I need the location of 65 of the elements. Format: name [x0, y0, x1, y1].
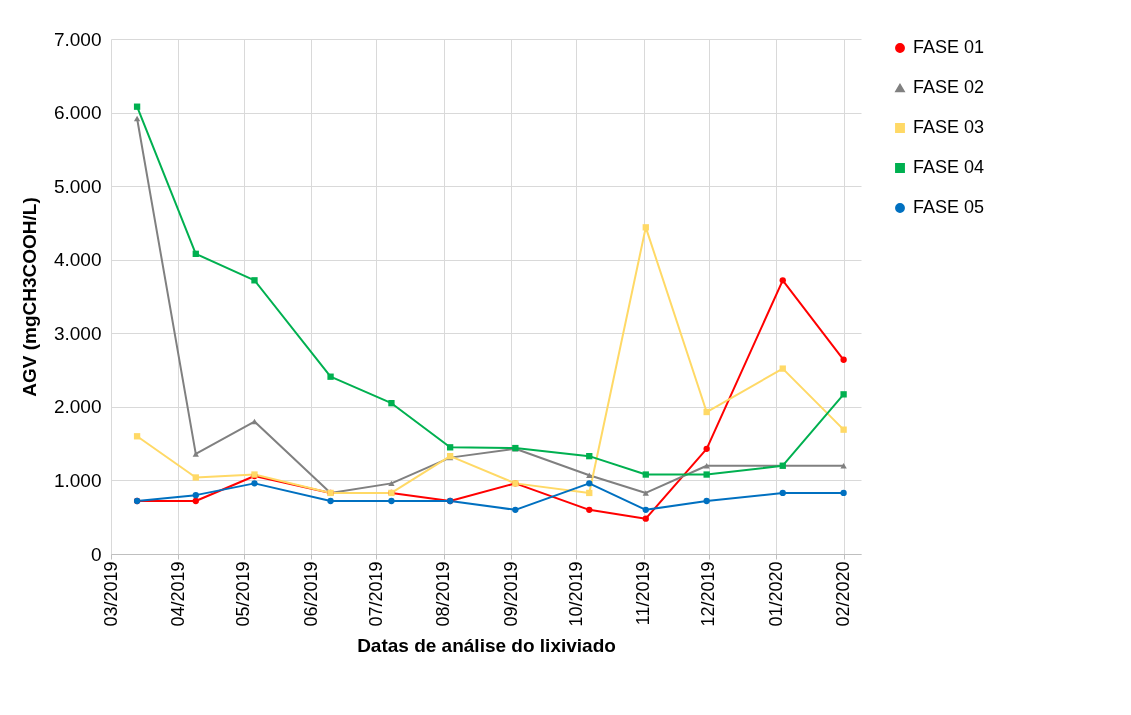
x-tick-label: 10/2019 — [565, 561, 586, 627]
x-tick-label: 12/2019 — [698, 561, 719, 627]
y-tick-label: 3.000 — [53, 322, 102, 344]
legend-label: FASE 01 — [913, 37, 985, 57]
point — [327, 497, 334, 505]
point — [446, 444, 454, 451]
point — [703, 497, 710, 505]
point — [642, 224, 649, 231]
point — [192, 497, 199, 505]
y-tick-label: 6.000 — [53, 102, 102, 124]
legend-label: FASE 02 — [913, 77, 985, 97]
point — [388, 400, 395, 407]
point — [703, 408, 710, 416]
point — [642, 471, 649, 478]
point — [586, 480, 593, 487]
point — [388, 480, 395, 487]
point — [192, 451, 199, 457]
point — [586, 489, 593, 497]
x-tick-label: 02/2020 — [833, 561, 854, 627]
point — [586, 506, 593, 514]
x-tick-label: 04/2019 — [167, 561, 188, 627]
point — [840, 391, 847, 398]
point — [512, 506, 519, 514]
point — [703, 445, 710, 452]
point — [133, 103, 141, 110]
y-tick-label: 1.000 — [53, 469, 102, 491]
point — [840, 489, 847, 497]
point — [192, 491, 199, 499]
point — [133, 433, 141, 440]
y-tick-label: 2.000 — [53, 396, 102, 418]
legend-label: FASE 04 — [913, 157, 985, 177]
point — [251, 480, 258, 487]
point — [586, 452, 593, 460]
point — [840, 356, 847, 363]
x-tick-label: 09/2019 — [500, 561, 521, 627]
point — [840, 426, 847, 433]
x-axis-title: Datas de análise do lixiviado — [357, 634, 616, 656]
point — [327, 373, 334, 380]
y-tick-label: 0 — [90, 543, 102, 565]
y-tick-label: 5.000 — [53, 175, 102, 197]
point — [388, 497, 395, 505]
point — [586, 472, 593, 479]
point — [642, 506, 649, 514]
point — [779, 365, 786, 372]
y-tick-label: 7.000 — [53, 28, 102, 50]
point — [642, 515, 649, 522]
x-tick-label: 01/2020 — [765, 561, 786, 627]
y-axis-title: AGV (mgCH3COOH/L) — [18, 197, 40, 397]
point — [703, 471, 710, 478]
x-tick-label: 05/2019 — [233, 561, 254, 627]
point — [779, 489, 786, 497]
x-tick-label: 03/2019 — [100, 561, 121, 627]
point — [642, 490, 649, 496]
x-tick-label: 08/2019 — [433, 561, 454, 627]
legend-label: FASE 03 — [913, 117, 985, 137]
point — [133, 115, 141, 122]
y-tick-label: 4.000 — [53, 249, 102, 271]
point — [251, 277, 258, 284]
point — [192, 250, 199, 257]
point — [192, 474, 199, 481]
x-tick-label: 07/2019 — [365, 561, 386, 627]
legend-label: FASE 05 — [913, 197, 985, 217]
x-tick-label: 06/2019 — [300, 561, 321, 627]
point — [779, 277, 786, 284]
x-tick-label: 11/2019 — [633, 561, 654, 626]
